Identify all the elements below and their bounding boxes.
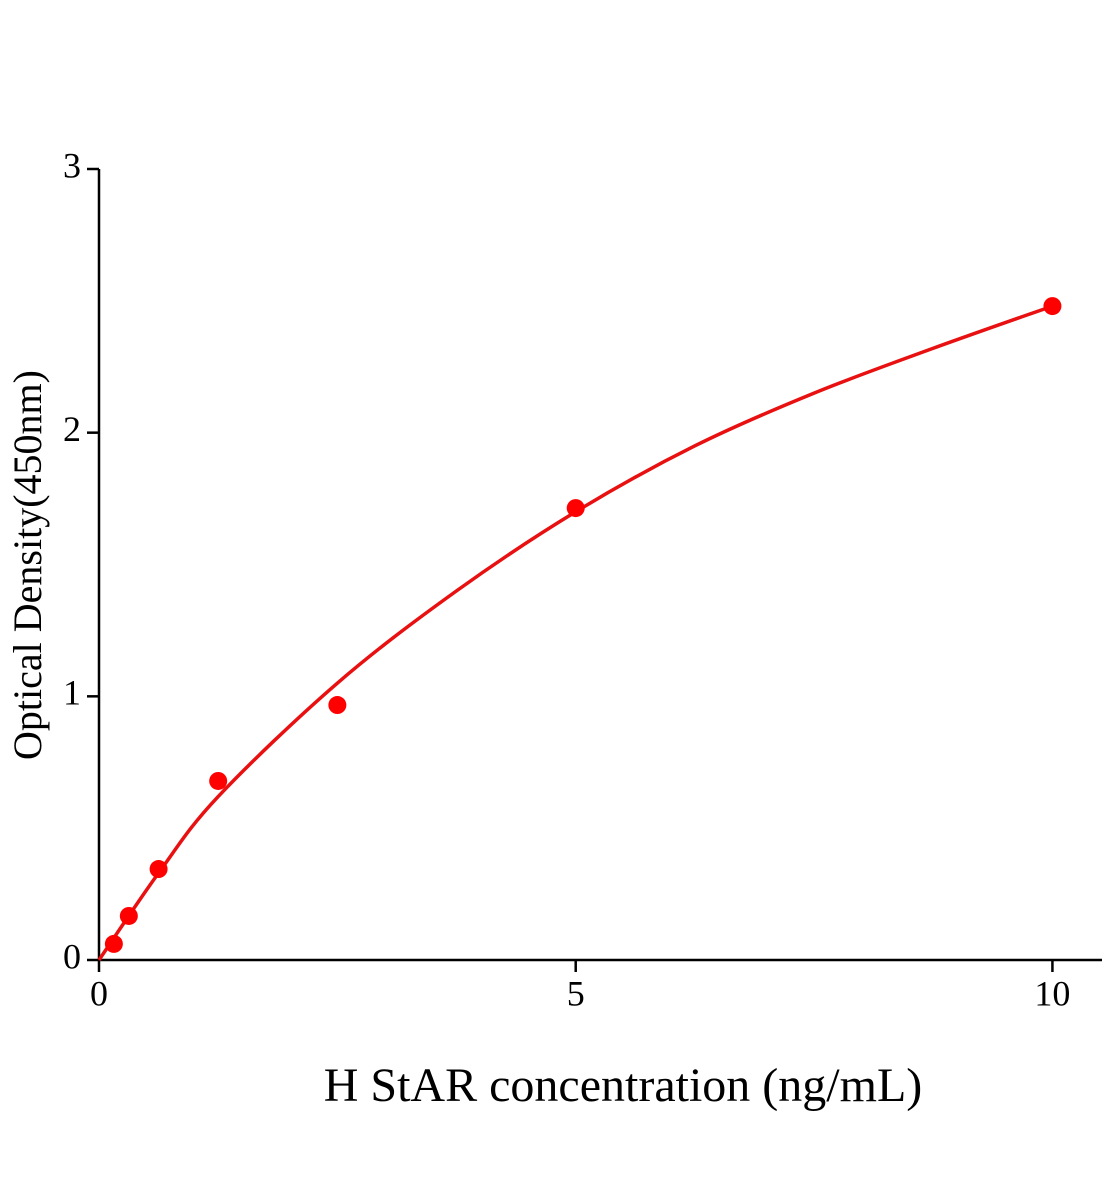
y-axis-title: Optical Density(450nm) [5,370,50,760]
y-tick-label: 0 [63,936,81,976]
data-point [104,934,123,953]
data-point [119,906,138,925]
x-tick-label: 0 [90,973,108,1013]
fit-curve [97,304,1054,961]
y-tick-label: 2 [63,409,81,449]
data-point [328,696,347,715]
data-point [209,771,228,790]
y-tick-label: 1 [63,673,81,713]
data-point [149,860,168,879]
data-point [566,499,585,518]
y-tick-label: 3 [63,145,81,185]
x-axis-title: H StAR concentration (ng/mL) [324,1059,923,1112]
x-tick-label: 10 [1034,973,1070,1013]
x-tick-label: 5 [567,973,585,1013]
data-point [1043,297,1062,316]
